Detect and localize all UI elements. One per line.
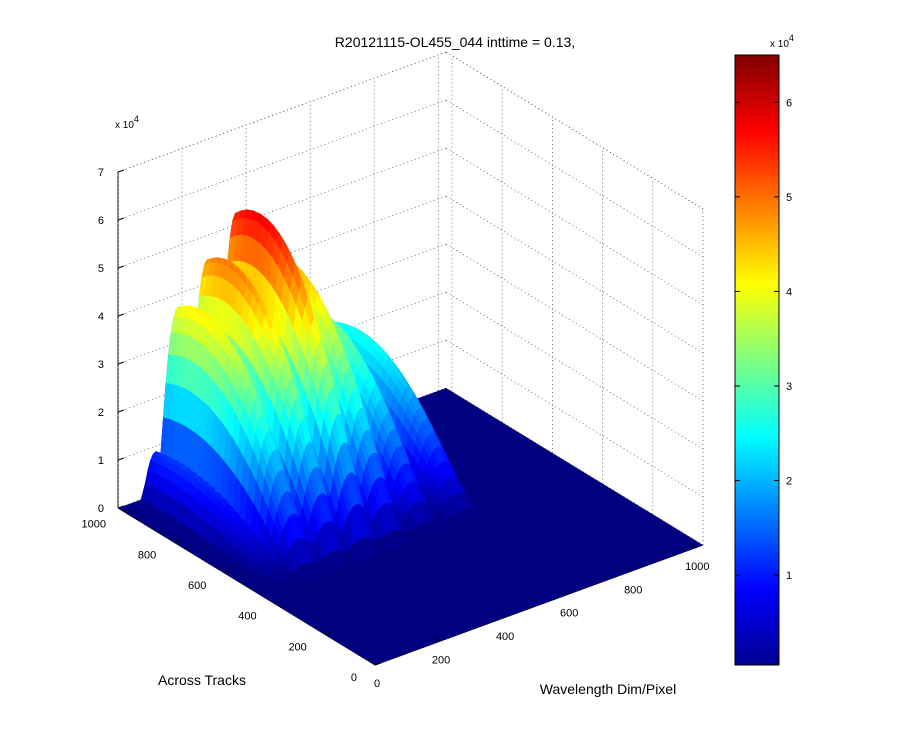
y-tick-mark — [123, 509, 131, 513]
colorbar-tick-label: 1 — [786, 570, 792, 582]
z-tick-label: 6 — [98, 215, 104, 227]
chart-title: R20121115-OL455_044 inttime = 0.13, — [335, 34, 575, 50]
z-tick-mark — [117, 169, 125, 173]
x-tick-mark — [562, 590, 568, 596]
z-tick-mark — [117, 265, 125, 269]
colorbar-ticks: 1 2 3 4 5 6 — [735, 97, 792, 582]
z-tick-label: 0 — [98, 503, 104, 515]
y-tick-label: 1000 — [82, 519, 106, 531]
colorbar-tick-label: 6 — [786, 97, 792, 109]
y-tick-label: 800 — [138, 549, 156, 561]
z-tick-label: 1 — [98, 455, 104, 467]
y-tick-label: 200 — [288, 641, 306, 653]
y-tick-label: 400 — [238, 611, 256, 623]
x-tick-mark — [370, 660, 376, 666]
y-tick-mark — [224, 570, 231, 574]
z-exponent-label: x 104 — [115, 114, 139, 131]
x-tick-label: 1000 — [685, 561, 709, 573]
z-tick-mark — [117, 505, 125, 509]
x-tick-label: 400 — [496, 631, 514, 643]
grid-box-top-back — [117, 51, 447, 173]
grid-line-z-back — [117, 99, 447, 221]
grid-box-top-side — [445, 51, 704, 210]
y-tick-mark — [174, 539, 181, 543]
x-axis-label: Wavelength Dim/Pixel — [540, 681, 676, 697]
colorbar-tick-label: 5 — [786, 192, 792, 204]
z-exponent-sup: 4 — [134, 114, 139, 124]
grid-line-z-side — [445, 51, 704, 210]
colorbar-tick-label: 3 — [786, 381, 792, 393]
grid-line-z-side — [445, 243, 704, 402]
x-tick-label: 600 — [560, 608, 578, 620]
y-tick-mark — [324, 631, 331, 635]
y-tick-label: 0 — [351, 672, 357, 684]
colorbar-tick-label: 4 — [786, 286, 792, 298]
z-tick-label: 5 — [98, 263, 104, 275]
grid-line-z-side — [445, 147, 704, 306]
z-tick-mark — [117, 409, 125, 413]
surface-patch — [438, 522, 448, 531]
axis-ticks: 0 1 2 3 4 5 6 7 0 200 400 600 800 1000 0 200 400 600 800 10… — [82, 167, 710, 690]
z-tick-label: 2 — [98, 407, 104, 419]
surface-patch — [476, 508, 486, 516]
y-tick-mark — [374, 662, 382, 666]
z-tick-mark — [117, 457, 125, 461]
colorbar: 1 2 3 4 5 6 x 104 — [734, 33, 794, 666]
grid-line-z-side — [445, 99, 704, 258]
colorbar-tick-label: 2 — [786, 476, 792, 488]
z-tick-label: 4 — [98, 311, 104, 323]
grid-line-z-side — [445, 195, 704, 354]
y-tick-mark — [274, 601, 281, 605]
x-tick-mark — [434, 637, 440, 642]
x-tick-mark — [498, 613, 504, 619]
surface-patch — [473, 503, 483, 511]
z-tick-mark — [117, 217, 125, 221]
z-tick-mark — [117, 313, 125, 317]
surface-plot — [133, 209, 486, 591]
colorbar-border — [734, 54, 780, 666]
x-tick-label: 0 — [374, 678, 380, 690]
y-tick-label: 600 — [188, 580, 206, 592]
z-tick-mark — [117, 361, 125, 365]
z-tick-label: 3 — [98, 359, 104, 371]
z-tick-label: 7 — [98, 167, 104, 179]
x-tick-label: 800 — [624, 584, 642, 596]
x-tick-label: 200 — [432, 655, 450, 667]
x-tick-mark — [690, 543, 696, 549]
colorbar-exponent-label: x 104 — [770, 33, 794, 50]
colorbar-exponent-sup: 4 — [789, 33, 794, 43]
colorbar-fill — [735, 55, 779, 665]
y-axis-label: Across Tracks — [158, 672, 246, 688]
x-tick-mark — [626, 566, 632, 572]
